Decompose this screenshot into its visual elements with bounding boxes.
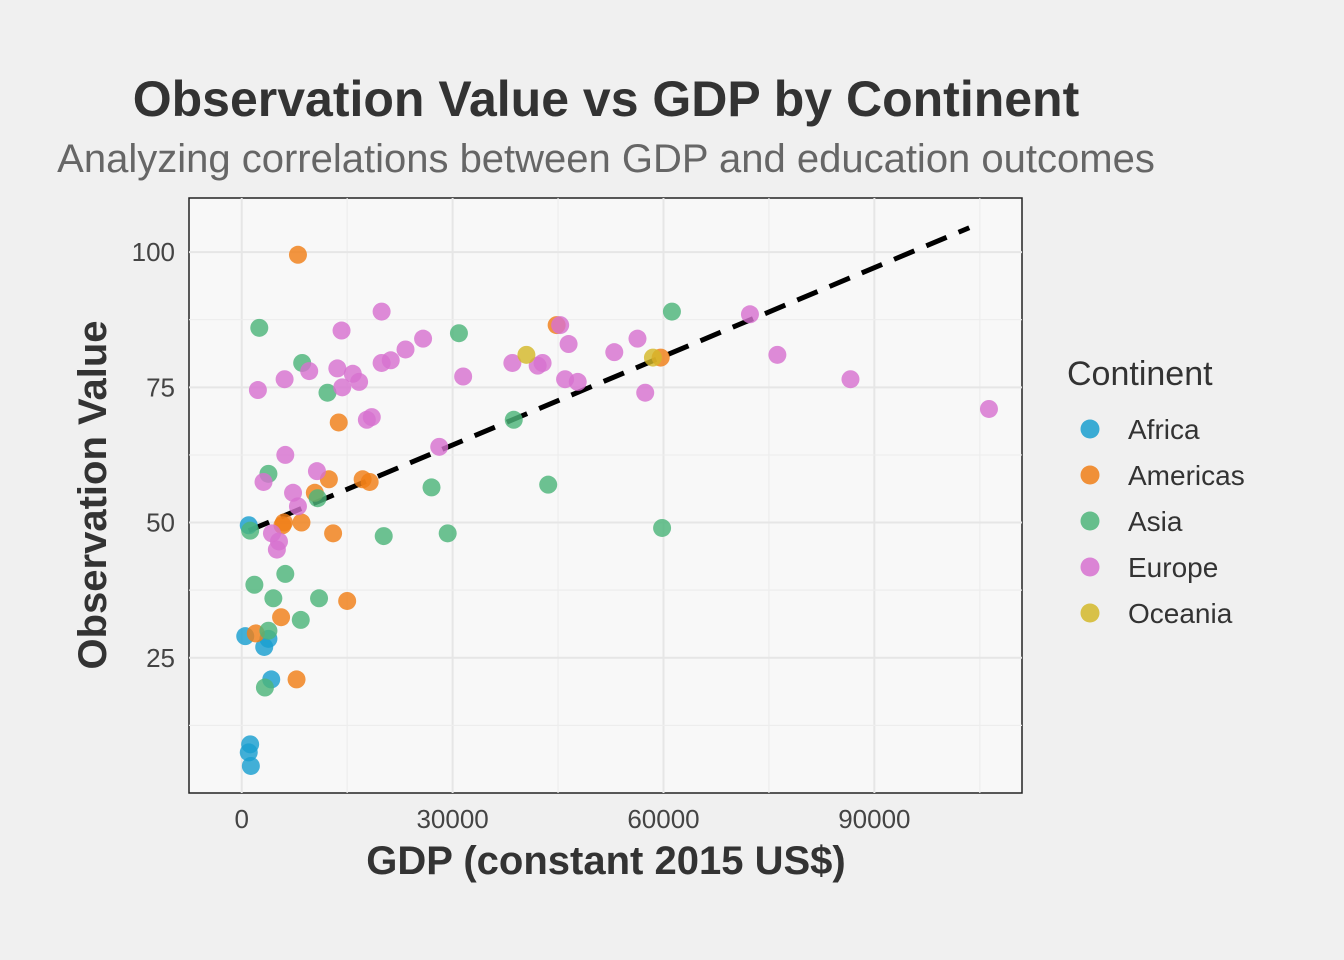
data-point	[841, 370, 860, 389]
data-point	[328, 359, 347, 378]
data-point	[768, 345, 787, 364]
data-point	[239, 743, 258, 762]
data-point	[551, 316, 570, 335]
data-point	[559, 335, 578, 354]
y-axis-title: Observation Value	[71, 320, 115, 669]
data-point	[254, 472, 273, 491]
data-point	[288, 245, 307, 264]
data-point	[414, 329, 433, 348]
data-point	[568, 372, 587, 391]
data-point	[255, 678, 274, 697]
data-point	[264, 589, 283, 608]
data-point	[504, 410, 523, 429]
data-point	[350, 372, 369, 391]
data-point	[396, 340, 415, 359]
data-point	[276, 445, 295, 464]
data-point	[338, 591, 357, 610]
data-point	[539, 475, 558, 494]
legend-label: Americas	[1128, 460, 1245, 491]
legend-swatch	[1080, 419, 1100, 439]
data-point	[308, 489, 327, 508]
data-point	[292, 513, 311, 532]
data-point	[288, 497, 307, 516]
data-point	[372, 353, 391, 372]
data-point	[250, 318, 269, 337]
data-point	[605, 343, 624, 362]
y-tick-label: 75	[146, 372, 175, 402]
data-point	[628, 329, 647, 348]
data-point	[374, 527, 393, 546]
data-point	[300, 362, 319, 381]
data-point	[372, 302, 391, 321]
legend-swatch	[1080, 511, 1100, 531]
legend-label: Oceania	[1128, 598, 1233, 629]
legend-title: Continent	[1067, 355, 1213, 393]
data-point	[287, 670, 306, 689]
trend-layer	[247, 225, 971, 533]
data-point	[430, 437, 449, 456]
data-point	[307, 462, 326, 481]
chart-title: Observation Value vs GDP by Continent	[133, 71, 1080, 127]
data-point	[333, 378, 352, 397]
data-point	[318, 383, 337, 402]
data-point	[979, 399, 998, 418]
data-point	[241, 521, 260, 540]
data-point	[449, 324, 468, 343]
legend-label: Asia	[1128, 506, 1183, 537]
chart-subtitle: Analyzing correlations between GDP and e…	[57, 137, 1155, 181]
legend-swatch	[1080, 603, 1100, 623]
data-point	[653, 518, 672, 537]
data-point	[533, 353, 552, 372]
data-point	[275, 370, 294, 389]
data-point	[329, 413, 348, 432]
data-point	[636, 383, 655, 402]
x-tick-label: 30000	[416, 804, 488, 834]
x-tick-label: 0	[234, 804, 248, 834]
data-point	[259, 621, 278, 640]
data-point	[241, 756, 260, 775]
data-point	[438, 524, 457, 543]
y-tick-label: 25	[146, 643, 175, 673]
x-axis-title: GDP (constant 2015 US$)	[366, 839, 845, 883]
data-point	[310, 589, 329, 608]
data-point	[362, 408, 381, 427]
legend-label: Europe	[1128, 552, 1218, 583]
data-points	[236, 245, 998, 775]
data-point	[284, 483, 303, 502]
data-point	[662, 302, 681, 321]
data-point	[454, 367, 473, 386]
data-point	[324, 524, 343, 543]
y-axis-ticks: 25 50 75 100	[132, 237, 175, 673]
data-point	[643, 348, 662, 367]
legend-swatch	[1080, 465, 1100, 485]
data-point	[267, 540, 286, 559]
data-point	[248, 381, 267, 400]
y-tick-label: 100	[132, 237, 175, 267]
legend-swatch	[1080, 557, 1100, 577]
data-point	[276, 564, 295, 583]
legend-label: Africa	[1128, 414, 1200, 445]
data-point	[360, 472, 379, 491]
x-tick-label: 90000	[838, 804, 910, 834]
data-point	[245, 575, 264, 594]
x-tick-label: 60000	[627, 804, 699, 834]
data-point	[332, 321, 351, 340]
data-point	[517, 345, 536, 364]
x-axis-ticks: 0 30000 60000 90000	[234, 804, 910, 834]
data-point	[740, 305, 759, 324]
trend-line	[247, 225, 971, 533]
data-point	[272, 608, 291, 627]
data-point	[503, 353, 522, 372]
y-tick-label: 50	[146, 508, 175, 538]
legend: Africa Americas Asia Europe Oceania	[1080, 414, 1245, 629]
data-point	[291, 610, 310, 629]
data-point	[422, 478, 441, 497]
